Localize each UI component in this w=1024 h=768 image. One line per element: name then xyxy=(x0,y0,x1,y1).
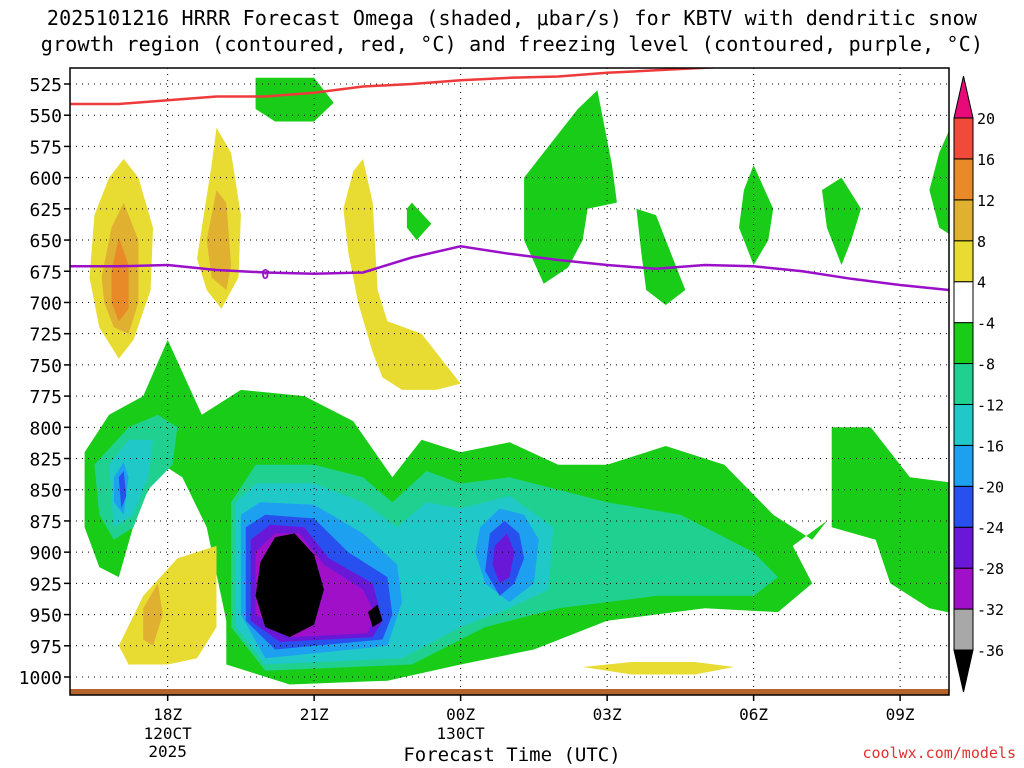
colorbar: -36 -32 -28 -24 -20 -16 -12 -8 -4 4 8 12 16 20 xyxy=(953,75,1004,693)
x-tick-label: 21Z xyxy=(300,705,329,724)
omega-region-descent xyxy=(111,237,129,322)
contour-lines: 0 xyxy=(70,68,949,292)
freezing-level-line xyxy=(70,245,949,292)
y-tick-label: 600 xyxy=(29,169,62,190)
y-tick-label: 925 xyxy=(29,574,62,595)
x-tick-date: 130CT xyxy=(437,724,486,743)
omega-region-ascent xyxy=(739,165,774,265)
colorbar-segment xyxy=(953,526,974,569)
y-tick-label: 900 xyxy=(29,543,62,564)
omega-region-ascent xyxy=(255,77,334,122)
y-tick-label: 750 xyxy=(29,356,62,377)
colorbar-segment xyxy=(953,567,974,610)
colorbar-segment xyxy=(953,199,974,242)
chart-title-line2: growth region (contoured, red, °C) and f… xyxy=(40,32,984,56)
x-tick-label: 18Z xyxy=(153,705,182,724)
colorbar-label: -20 xyxy=(977,478,1004,496)
colorbar-top-arrow xyxy=(953,75,974,119)
colorbar-label: -4 xyxy=(977,315,995,333)
omega-region-ascent xyxy=(636,208,686,305)
credit-link[interactable]: coolwx.com/models xyxy=(862,744,1016,762)
y-tick-label: 950 xyxy=(29,606,62,627)
omega-region-descent xyxy=(143,583,163,646)
colorbar-segment xyxy=(953,281,974,324)
omega-region-ascent xyxy=(831,427,949,613)
y-tick-label: 775 xyxy=(29,387,62,408)
y-tick-label: 675 xyxy=(29,262,62,283)
omega-region-ascent xyxy=(822,177,861,265)
colorbar-bottom-arrow xyxy=(953,649,974,693)
y-tick-label: 625 xyxy=(29,200,62,221)
colorbar-segment xyxy=(953,363,974,405)
colorbar-label: 16 xyxy=(977,151,995,169)
omega-region-descent xyxy=(206,190,232,290)
x-tick-label: 00Z xyxy=(446,705,475,724)
colorbar-label: -16 xyxy=(977,437,1004,455)
grid-lines xyxy=(70,68,949,695)
colorbar-segment xyxy=(953,117,974,160)
x-tick-year: 2025 xyxy=(148,742,187,761)
colorbar-segment xyxy=(953,608,974,651)
y-tick-label: 800 xyxy=(29,418,62,439)
y-tick-label: 525 xyxy=(29,75,62,96)
colorbar-segment xyxy=(953,240,974,283)
colorbar-label: -36 xyxy=(977,642,1004,660)
y-tick-label: 725 xyxy=(29,325,62,346)
x-tick-date: 120CT xyxy=(144,724,193,743)
y-tick-label: 875 xyxy=(29,512,62,533)
plot-frame xyxy=(69,67,950,696)
x-tick-label: 03Z xyxy=(593,705,622,724)
y-tick-label: 825 xyxy=(29,450,62,471)
y-axis: 525 550 575 600 625 650 675 700 725 750 775 800 825 8… xyxy=(19,75,70,689)
x-axis-label: Forecast Time (UTC) xyxy=(403,744,621,766)
colorbar-label: 4 xyxy=(977,274,986,292)
colorbar-label: -24 xyxy=(977,519,1004,537)
colorbar-segment xyxy=(953,403,974,446)
y-tick-label: 700 xyxy=(29,293,62,314)
omega-region-descent xyxy=(118,545,217,665)
colorbar-label: -12 xyxy=(977,396,1004,414)
colorbar-label: -32 xyxy=(977,601,1004,619)
y-tick-label: 975 xyxy=(29,637,62,658)
y-tick-label: 650 xyxy=(29,231,62,252)
chart-title-line1: 2025101216 HRRR Forecast Omega (shaded, … xyxy=(46,6,978,30)
colorbar-label: 20 xyxy=(977,110,995,128)
colorbar-segment xyxy=(953,485,974,528)
y-tick-label: 850 xyxy=(29,481,62,502)
omega-region-core xyxy=(367,604,383,628)
dgz-contour-line xyxy=(70,68,726,106)
omega-region-descent xyxy=(582,662,735,675)
colorbar-label: 12 xyxy=(977,192,995,210)
colorbar-label: -8 xyxy=(977,356,995,374)
ground-surface xyxy=(70,689,949,695)
colorbar-segment xyxy=(953,444,974,487)
omega-shading xyxy=(84,77,949,685)
colorbar-segment xyxy=(953,322,974,365)
omega-region-ascent xyxy=(524,90,617,284)
y-tick-label: 575 xyxy=(29,137,62,158)
omega-region-ascent xyxy=(492,533,515,584)
y-tick-label: 1000 xyxy=(19,668,62,689)
omega-region-ascent xyxy=(406,202,432,241)
freezing-level-label: 0 xyxy=(261,268,269,283)
colorbar-label: 8 xyxy=(977,233,986,251)
omega-region-ascent xyxy=(118,471,127,509)
colorbar-label: -28 xyxy=(977,560,1004,578)
omega-region-ascent xyxy=(929,130,949,234)
x-tick-label: 06Z xyxy=(739,705,768,724)
omega-region-descent xyxy=(343,158,461,390)
x-tick-label: 09Z xyxy=(886,705,915,724)
colorbar-segment xyxy=(953,158,974,201)
y-tick-label: 550 xyxy=(29,106,62,127)
omega-region-core xyxy=(255,533,324,638)
